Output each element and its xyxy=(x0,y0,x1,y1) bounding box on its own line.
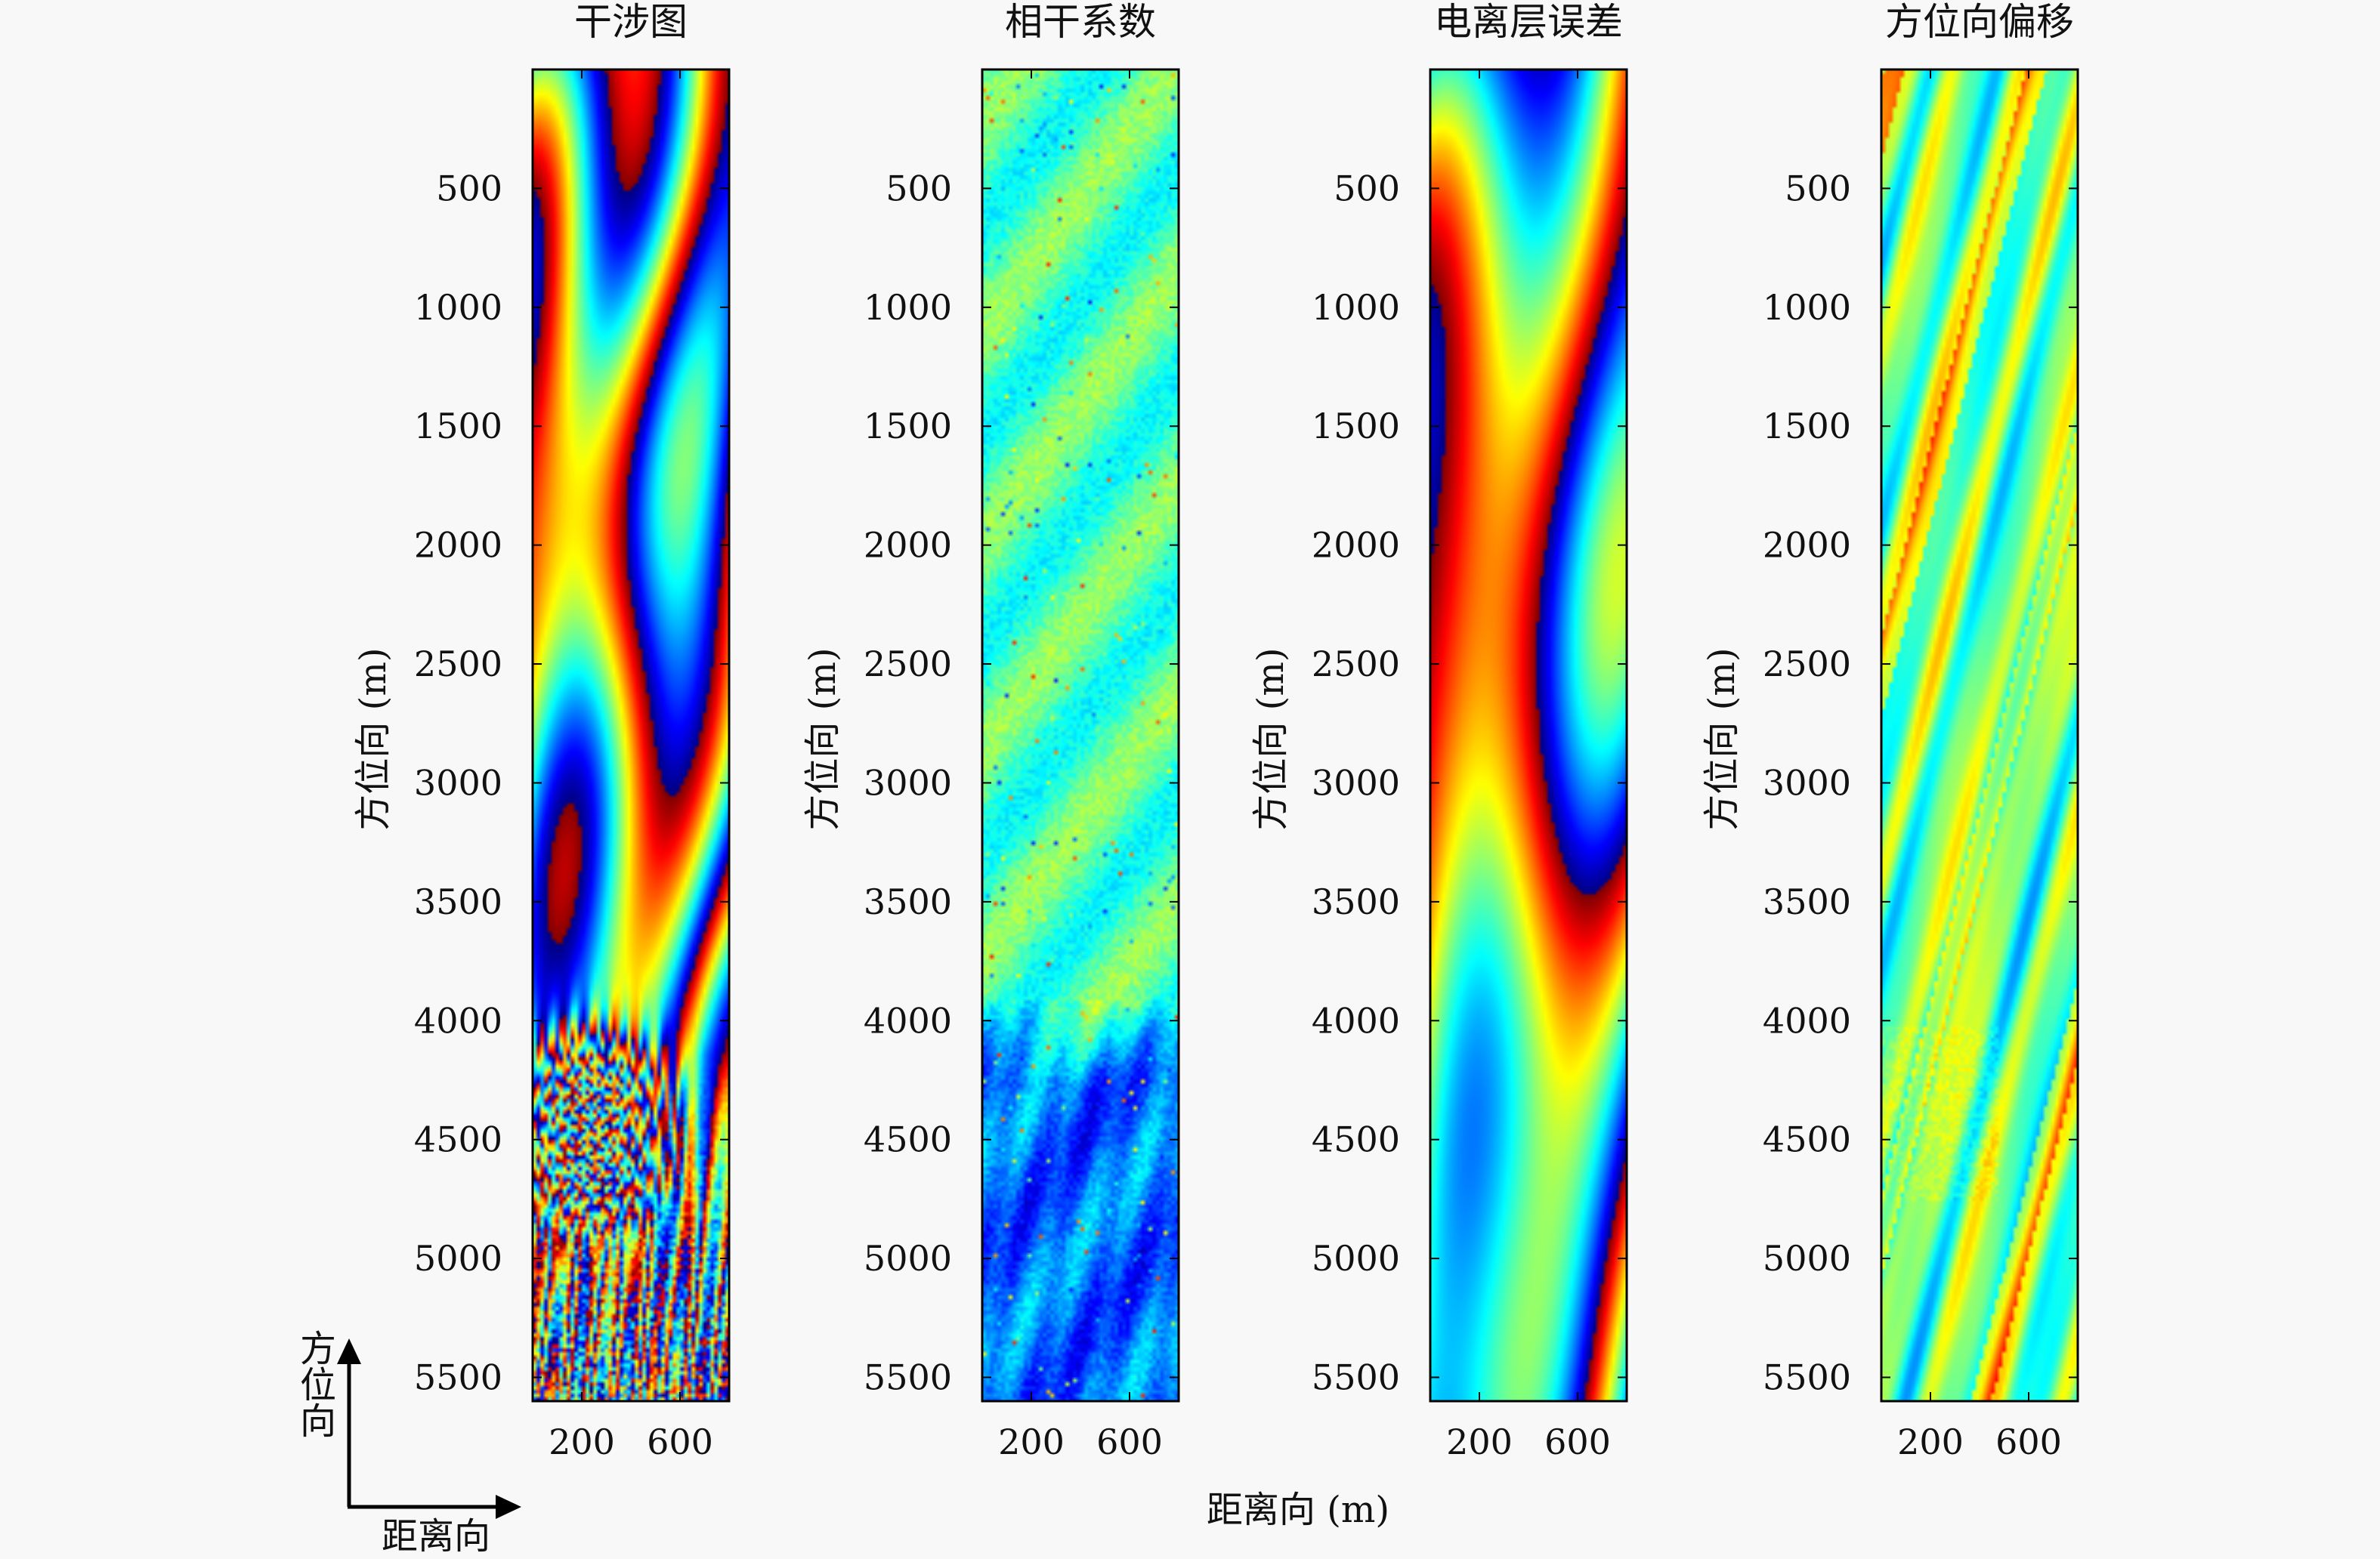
ytick-label: 500 xyxy=(1785,168,1851,208)
ytick-label: 3000 xyxy=(414,762,502,803)
ytick-label: 1500 xyxy=(1763,406,1851,446)
panel-title: 相干系数 xyxy=(1005,0,1156,44)
xtick-label: 600 xyxy=(1544,1422,1611,1462)
ytick-label: 2000 xyxy=(1312,525,1400,566)
xtick-label: 200 xyxy=(549,1422,615,1462)
panel-title: 方位向偏移 xyxy=(1885,0,2074,44)
ytick-label: 3000 xyxy=(1312,762,1400,803)
ytick-label: 3500 xyxy=(1312,881,1400,922)
xtick-label: 600 xyxy=(1096,1422,1163,1462)
ytick-label: 3500 xyxy=(864,881,952,922)
panel-1: 干涉图 500 1000 1500 2000 2500 3000 3500 4000 4500 50… xyxy=(352,0,731,1462)
ytick-label: 3000 xyxy=(1763,762,1851,803)
ytick-label: 2500 xyxy=(1312,644,1400,684)
range-indicator-label: 距离向 xyxy=(382,1515,490,1557)
xtick-label: 200 xyxy=(1446,1422,1513,1462)
xtick-label: 600 xyxy=(647,1422,713,1462)
panel-2: 相干系数 500 1000 1500 2000 2500 3000 3500 4000 4500 5… xyxy=(802,0,1180,1462)
ylabel: 方位向 (m) xyxy=(802,647,844,830)
ytick-label: 5500 xyxy=(414,1357,502,1398)
ytick-label: 3500 xyxy=(414,881,502,922)
ylabel: 方位向 (m) xyxy=(1250,647,1292,830)
heatmap-image xyxy=(1430,69,1627,1401)
ytick-label: 2500 xyxy=(1763,644,1851,684)
plot-frame xyxy=(1880,68,2079,1403)
ytick-label: 1500 xyxy=(864,406,952,446)
panel-title: 电离层误差 xyxy=(1434,0,1623,44)
plot-frame xyxy=(981,68,1180,1403)
ylabel: 方位向 (m) xyxy=(1701,647,1743,830)
ytick-label: 4000 xyxy=(1763,1000,1851,1041)
ytick-label: 1000 xyxy=(414,287,502,328)
plot-frame xyxy=(531,68,731,1403)
ytick-label: 4500 xyxy=(1763,1119,1851,1160)
ytick-label: 2500 xyxy=(414,644,502,684)
ytick-label: 5500 xyxy=(864,1357,952,1398)
xtick-label: 200 xyxy=(1897,1422,1964,1462)
ytick-label: 1000 xyxy=(864,287,952,328)
panel-4: 方位向偏移 500 1000 1500 2000 2500 3000 3500 4000 4500… xyxy=(1701,0,2079,1462)
ytick-label: 4000 xyxy=(1312,1000,1400,1041)
ytick-label: 4500 xyxy=(414,1119,502,1160)
azimuth-arrow-head-icon xyxy=(337,1338,361,1364)
ytick-label: 1000 xyxy=(1312,287,1400,328)
orientation-indicator: 方位向 距离向 xyxy=(293,1329,521,1557)
ytick-label: 3500 xyxy=(1763,881,1851,922)
ytick-label: 3000 xyxy=(864,762,952,803)
ytick-label: 5500 xyxy=(1763,1357,1851,1398)
panel-3: 电离层误差 500 1000 1500 2000 2500 3000 3500 4000 4500… xyxy=(1250,0,1628,1462)
ytick-label: 4500 xyxy=(864,1119,952,1160)
ytick-label: 1500 xyxy=(414,406,502,446)
ytick-label: 500 xyxy=(886,168,952,208)
panels: 干涉图 500 1000 1500 2000 2500 3000 3500 4000 4500 50… xyxy=(352,0,2079,1462)
ytick-label: 5000 xyxy=(414,1238,502,1279)
shared-xlabel: 距离向 (m) xyxy=(1207,1489,1389,1531)
panel-title: 干涉图 xyxy=(574,0,688,44)
ytick-label: 4500 xyxy=(1312,1119,1400,1160)
ytick-label: 4000 xyxy=(864,1000,952,1041)
heatmap-image xyxy=(533,69,729,1401)
ytick-label: 4000 xyxy=(414,1000,502,1041)
xtick-label: 200 xyxy=(998,1422,1065,1462)
plot-frame xyxy=(1429,68,1628,1403)
azimuth-indicator-label: 方位向 xyxy=(293,1329,335,1438)
ytick-label: 2000 xyxy=(1763,525,1851,566)
ytick-label: 1000 xyxy=(1763,287,1851,328)
xtick-label: 600 xyxy=(1995,1422,2062,1462)
heatmap-image xyxy=(982,69,1179,1401)
ytick-label: 1500 xyxy=(1312,406,1400,446)
heatmap-image xyxy=(1881,69,2078,1401)
ytick-label: 500 xyxy=(436,168,502,208)
ytick-label: 5000 xyxy=(1312,1238,1400,1279)
ylabel: 方位向 (m) xyxy=(352,647,394,830)
range-arrow-head-icon xyxy=(496,1495,521,1519)
ytick-label: 5000 xyxy=(1763,1238,1851,1279)
ytick-label: 5500 xyxy=(1312,1357,1400,1398)
ytick-label: 500 xyxy=(1334,168,1400,208)
ytick-label: 5000 xyxy=(864,1238,952,1279)
ytick-label: 2000 xyxy=(414,525,502,566)
ytick-label: 2000 xyxy=(864,525,952,566)
ytick-label: 2500 xyxy=(864,644,952,684)
